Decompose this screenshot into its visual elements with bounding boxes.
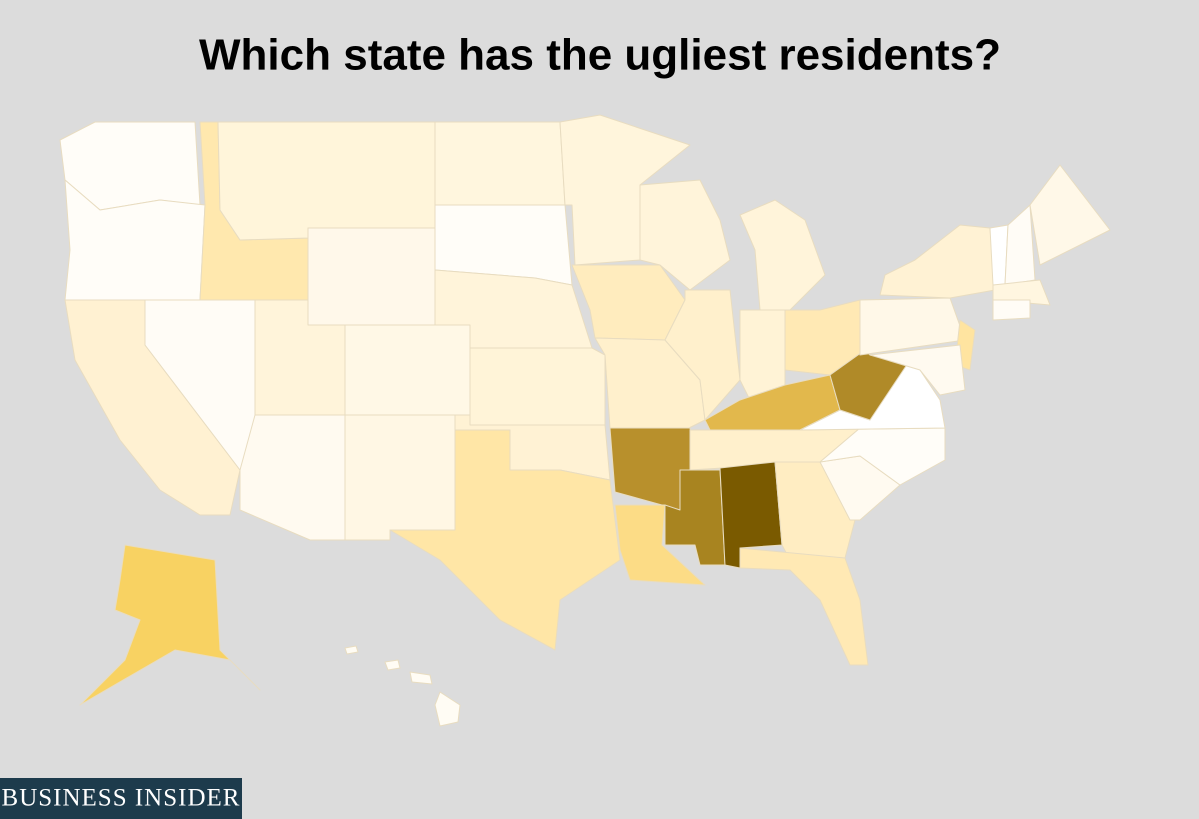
state — [1029, 164, 1111, 266]
state — [384, 659, 401, 671]
state — [879, 224, 996, 299]
state — [469, 347, 606, 426]
brand: BUSINESS INSIDER — [2, 785, 241, 812]
state — [1004, 204, 1036, 286]
title: Which state has the ugliest residents? — [199, 31, 1001, 80]
state — [434, 121, 566, 206]
state — [639, 179, 731, 291]
state — [217, 121, 436, 241]
state — [344, 645, 359, 655]
state — [344, 414, 456, 541]
state — [992, 279, 1051, 306]
state — [739, 309, 786, 401]
state — [307, 227, 436, 326]
state — [739, 547, 869, 666]
state — [992, 299, 1031, 321]
state — [79, 544, 261, 706]
map — [59, 114, 1111, 727]
state — [799, 427, 946, 486]
state — [344, 324, 471, 416]
brand-box — [0, 778, 242, 819]
state — [869, 344, 966, 396]
state — [739, 199, 826, 311]
state — [664, 289, 741, 421]
state — [434, 691, 461, 727]
state — [409, 671, 433, 685]
state — [389, 429, 621, 651]
